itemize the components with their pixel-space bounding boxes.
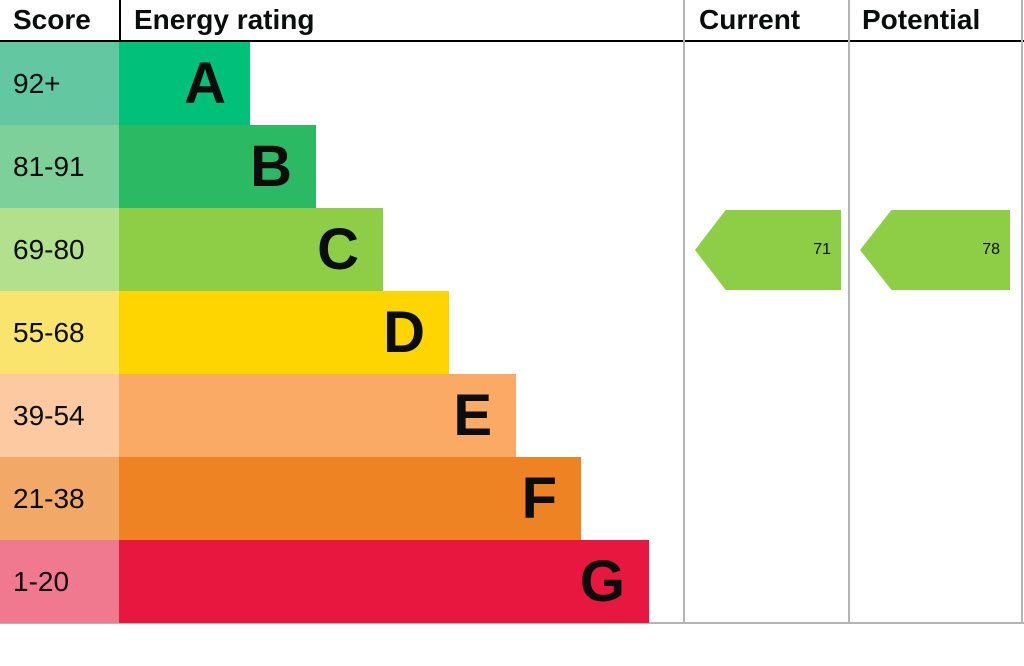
- band-bar: D: [119, 291, 449, 374]
- potential-column-right-border: [1021, 0, 1023, 624]
- band-bar: F: [119, 457, 581, 540]
- band-row-c: 69-80 C: [0, 208, 1024, 291]
- band-row-e: 39-54 E: [0, 374, 1024, 457]
- band-letter: F: [521, 465, 557, 531]
- band-letter: G: [579, 548, 625, 614]
- band-score: 69-80: [0, 208, 119, 291]
- potential-rating-value: 78: [982, 241, 1000, 258]
- header-potential: Potential: [862, 4, 981, 35]
- band-letter: A: [184, 50, 226, 116]
- band-score: 1-20: [0, 540, 119, 623]
- header-score: Score: [13, 4, 91, 35]
- header-row: Score Energy rating Current Potential: [0, 0, 1024, 42]
- band-bar: E: [119, 374, 516, 457]
- band-bar: A: [119, 42, 250, 125]
- band-letter: B: [250, 133, 292, 199]
- band-bar: C: [119, 208, 383, 291]
- header-energy-rating: Energy rating: [134, 4, 315, 35]
- chart-bottom-border: [0, 622, 1024, 624]
- band-bar: B: [119, 125, 316, 208]
- band-score: 39-54: [0, 374, 119, 457]
- band-row-d: 55-68 D: [0, 291, 1024, 374]
- band-rows: 92+ A 81-91 B 69-80 C 55-68 D 39-54: [0, 42, 1024, 623]
- band-letter: C: [317, 216, 359, 282]
- header-current: Current: [699, 4, 801, 35]
- current-rating-value: 71: [813, 241, 831, 258]
- potential-column-left-border: [848, 0, 850, 624]
- band-score: 21-38: [0, 457, 119, 540]
- header-column-divider: [119, 0, 121, 42]
- band-letter: D: [383, 299, 425, 365]
- band-row-b: 81-91 B: [0, 125, 1024, 208]
- band-row-g: 1-20 G: [0, 540, 1024, 623]
- band-row-a: 92+ A: [0, 42, 1024, 125]
- band-score: 55-68: [0, 291, 119, 374]
- current-column-left-border: [683, 0, 685, 624]
- band-score: 92+: [0, 42, 119, 125]
- current-rating-arrow: 71: [695, 210, 841, 290]
- band-score: 81-91: [0, 125, 119, 208]
- band-letter: E: [453, 382, 492, 448]
- potential-rating-arrow: 78: [860, 210, 1010, 290]
- band-row-f: 21-38 F: [0, 457, 1024, 540]
- band-bar: G: [119, 540, 649, 623]
